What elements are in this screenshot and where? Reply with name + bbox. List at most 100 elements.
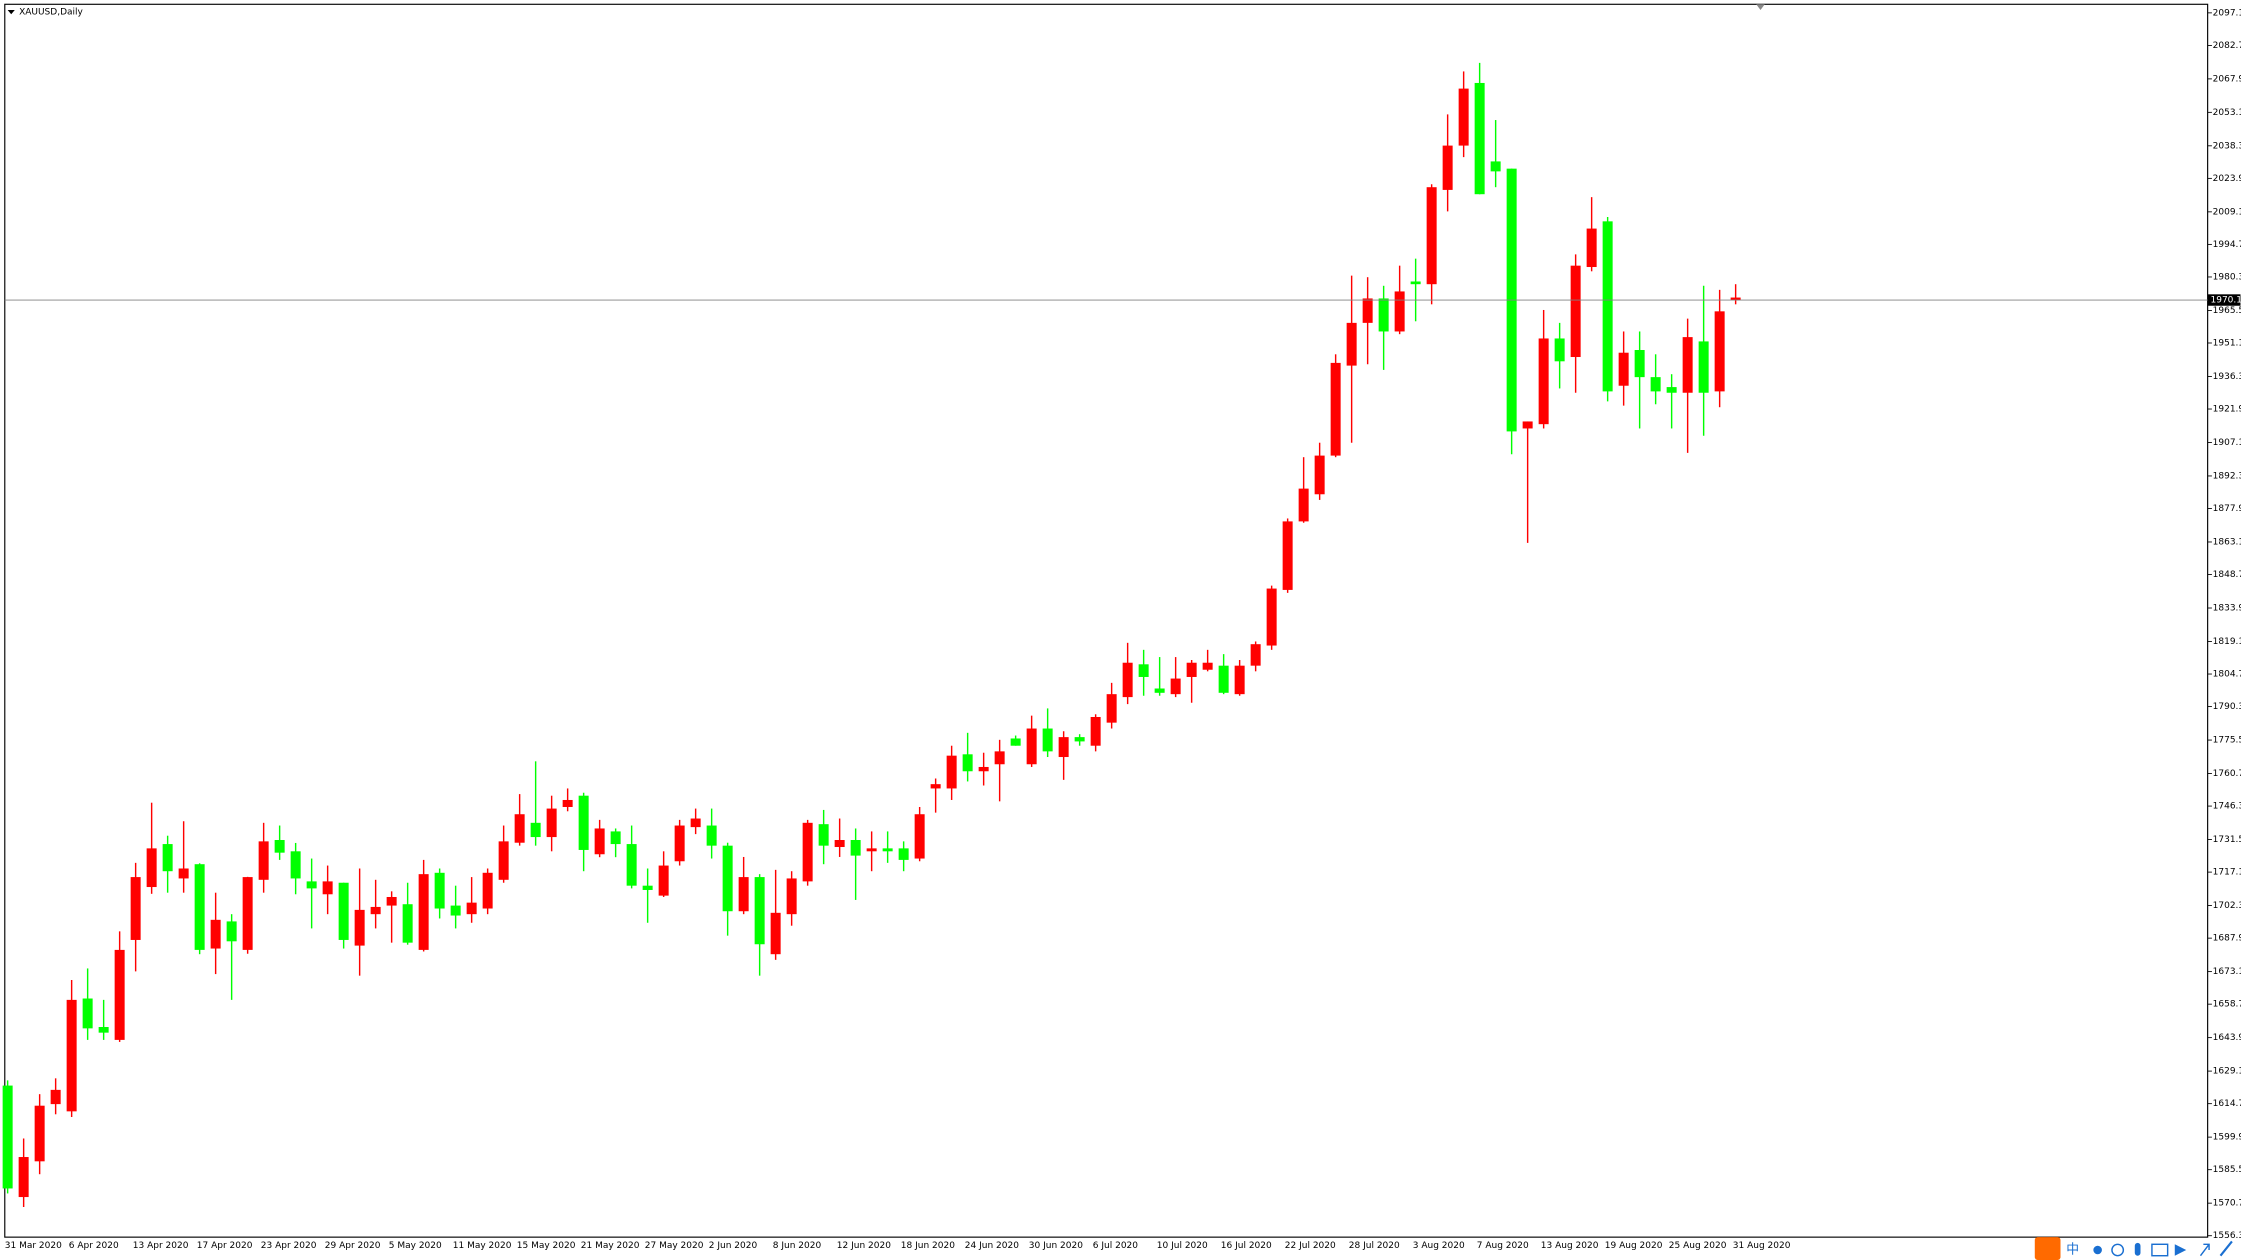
y-tick-label: 1804.7	[2213, 670, 2241, 680]
ime-icon[interactable]	[2134, 1242, 2141, 1256]
ime-icon[interactable]	[2199, 1243, 2210, 1257]
menu-arrow[interactable]	[7, 10, 15, 15]
x-tick-label: 13 Apr 2020	[133, 1241, 189, 1251]
y-tick-label: 1892.3	[2213, 471, 2241, 481]
y-tick-label: 1673.1	[2213, 967, 2241, 977]
x-tick-label: 24 Jun 2020	[965, 1241, 1019, 1251]
candle-body	[866, 848, 877, 852]
current-price-label: 1970.1	[2211, 296, 2241, 306]
candle-body	[802, 822, 813, 882]
candle-body	[594, 828, 605, 855]
candle-body	[434, 872, 445, 909]
candle-body	[1698, 341, 1709, 393]
y-tick-label: 1556.3	[2213, 1231, 2241, 1241]
ime-icon[interactable]	[2111, 1243, 2125, 1257]
candle-body	[1650, 377, 1661, 392]
ime-bar[interactable]: 中	[2034, 1237, 2233, 1260]
y-tick-label: 1790.3	[2213, 702, 2241, 712]
ime-icon[interactable]	[2219, 1240, 2233, 1257]
x-tick-label: 15 May 2020	[517, 1241, 576, 1251]
candle-body	[242, 877, 253, 950]
ime-icon[interactable]	[2093, 1245, 2102, 1255]
x-tick-label: 7 Aug 2020	[1477, 1241, 1529, 1251]
candle-body	[1218, 665, 1229, 693]
candle-body	[658, 865, 669, 896]
candle-body	[466, 902, 477, 915]
candle-body	[482, 872, 493, 909]
candle-body	[834, 840, 845, 848]
y-tick-label: 1863.1	[2213, 537, 2241, 547]
candle-body	[1138, 664, 1149, 677]
candle-body	[34, 1105, 45, 1162]
candle-body	[818, 824, 829, 846]
candle-body	[1298, 488, 1309, 522]
y-tick-label: 1936.3	[2213, 372, 2241, 382]
candle-body	[50, 1089, 61, 1105]
y-tick-label: 1921.9	[2213, 405, 2241, 415]
x-tick-label: 13 Aug 2020	[1541, 1241, 1599, 1251]
x-tick-label: 6 Jul 2020	[1093, 1241, 1138, 1251]
candle-body	[1010, 738, 1021, 746]
candle-body	[850, 840, 861, 856]
candle-body	[1026, 728, 1037, 765]
candle-body	[146, 848, 157, 888]
ime-logo[interactable]	[2034, 1237, 2061, 1260]
candle-body	[1266, 588, 1277, 646]
candle-body	[1602, 221, 1613, 392]
x-tick-label: 5 May 2020	[389, 1241, 442, 1251]
candle-body	[786, 878, 797, 915]
candle-body	[82, 998, 93, 1029]
candle-body	[338, 882, 349, 940]
candle-body	[1282, 521, 1293, 590]
candle-body	[1458, 88, 1469, 146]
y-tick-label: 1760.7	[2213, 769, 2241, 779]
candle-body	[1058, 737, 1069, 758]
candle-body	[770, 912, 781, 955]
candle-body	[1474, 82, 1485, 195]
y-tick-label: 2038.3	[2213, 141, 2241, 151]
candle-body	[514, 814, 525, 843]
candle-body	[1426, 187, 1437, 285]
x-tick-label: 16 Jul 2020	[1221, 1241, 1272, 1251]
candle-body	[18, 1157, 29, 1198]
y-tick-label: 1775.5	[2213, 736, 2241, 746]
candle-body	[386, 896, 397, 906]
candle-body	[1394, 291, 1405, 332]
candle-body	[98, 1027, 109, 1033]
x-tick-label: 30 Jun 2020	[1029, 1241, 1083, 1251]
ime-icon[interactable]	[2174, 1244, 2187, 1256]
candle-body	[642, 885, 653, 890]
y-tick-label: 2082.7	[2213, 41, 2241, 51]
ime-icon[interactable]	[2151, 1243, 2169, 1257]
candle-body	[306, 881, 317, 889]
candle-body	[546, 808, 557, 838]
x-tick-label: 10 Jul 2020	[1157, 1241, 1208, 1251]
candle-body	[1666, 387, 1677, 393]
y-tick-label: 1570.7	[2213, 1199, 2241, 1209]
y-tick-label: 2097.1	[2213, 8, 2241, 18]
candle-body	[178, 868, 189, 879]
candle-body	[978, 766, 989, 772]
candle-body	[1410, 281, 1421, 285]
candle-body	[674, 825, 685, 862]
candle-body	[1170, 678, 1181, 695]
x-tick-label: 29 Apr 2020	[325, 1241, 381, 1251]
candle-body	[1362, 298, 1373, 323]
candle-body	[194, 864, 205, 950]
candle-body	[1122, 662, 1133, 698]
candle-body	[1538, 338, 1549, 425]
ime-mode[interactable]: 中	[2066, 1243, 2079, 1258]
y-tick-label: 1746.3	[2213, 802, 2241, 812]
candle-body	[370, 906, 381, 915]
plot-frame	[4, 3, 2209, 1238]
y-tick-label: 1994.7	[2213, 240, 2241, 250]
shift-marker[interactable]	[1756, 4, 1765, 10]
candle-body	[2, 1085, 13, 1189]
y-tick-label: 1907.1	[2213, 438, 2241, 448]
candle-body	[1074, 737, 1085, 742]
candle-body	[1682, 337, 1693, 393]
y-tick-label: 1951.1	[2213, 338, 2241, 348]
candle-body	[1490, 161, 1501, 172]
y-tick-label: 1658.7	[2213, 1000, 2241, 1010]
candle-body	[946, 755, 957, 789]
